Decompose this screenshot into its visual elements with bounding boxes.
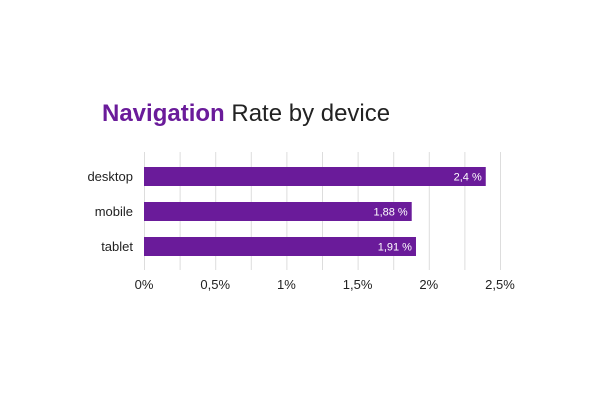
data-label-tablet: 1,91 % <box>378 242 412 254</box>
x-tick-label: 2,5% <box>485 277 515 292</box>
x-tick-label: 0,5% <box>200 277 230 292</box>
x-tick-label: 2% <box>419 277 438 292</box>
chart-title-highlight: Navigation <box>102 100 225 127</box>
x-tick-label: 1,5% <box>343 277 373 292</box>
bar-tablet <box>144 237 416 256</box>
chart-title: Navigation Rate by device <box>102 98 390 130</box>
data-label-desktop: 2,4 % <box>454 172 482 184</box>
x-axis-tick-labels: 0% 0,5% 1% 1,5% 2% 2,5% <box>135 277 516 292</box>
x-tick-label: 0% <box>135 277 154 292</box>
category-label-desktop: desktop <box>87 169 133 184</box>
category-label-tablet: tablet <box>101 239 133 254</box>
x-tick-label: 1% <box>277 277 296 292</box>
category-labels: desktop mobile tablet <box>87 169 133 254</box>
bars: 2,4 % 1,88 % 1,91 % <box>144 167 486 256</box>
chart-title-rest: Rate by device <box>224 100 391 127</box>
category-label-mobile: mobile <box>95 204 133 219</box>
bar-mobile <box>144 202 412 221</box>
data-label-mobile: 1,88 % <box>373 207 407 219</box>
bar-desktop <box>144 167 486 186</box>
